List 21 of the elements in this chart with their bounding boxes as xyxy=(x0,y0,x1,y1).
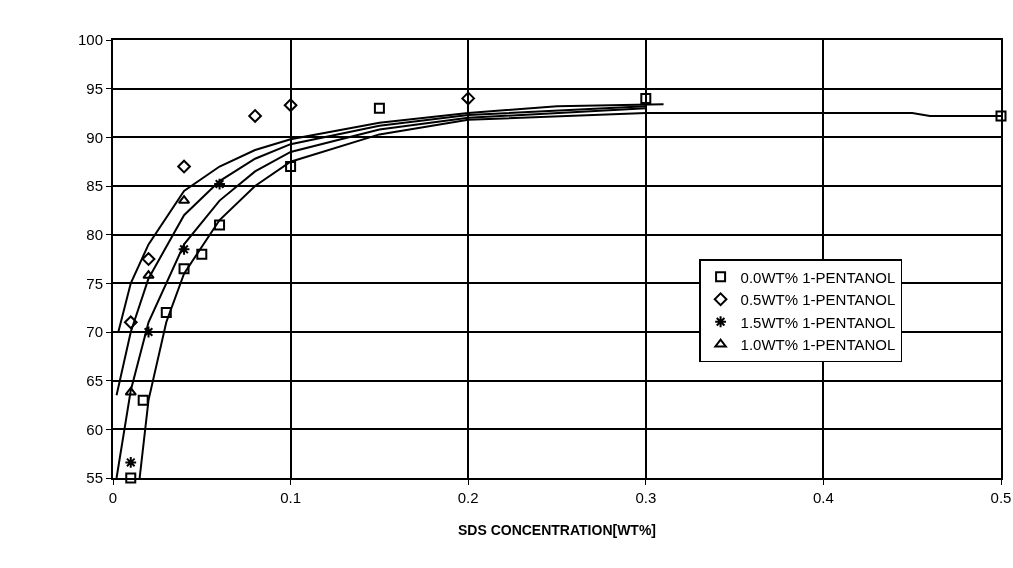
y-tick-label: 65 xyxy=(86,371,103,389)
x-tick-label: 0.1 xyxy=(280,489,302,506)
x-axis-title: SDS CONCENTRATION[WT%] xyxy=(457,521,657,538)
legend-label: 0.5WT% 1-PENTANOL xyxy=(740,291,896,309)
y-tick-label: 60 xyxy=(86,420,103,438)
y-tick-label: 95 xyxy=(86,79,103,97)
legend-label: 0.0WT% 1-PENTANOL xyxy=(740,268,896,286)
x-tick-label: 0.3 xyxy=(635,489,657,506)
y-tick-label: 70 xyxy=(86,323,103,341)
legend-label: 1.0WT% 1-PENTANOL xyxy=(740,336,896,354)
x-tick-label: 0.4 xyxy=(812,489,834,506)
y-tick-label: 85 xyxy=(86,177,103,195)
x-tick-label: 0.2 xyxy=(457,489,479,506)
y-tick-label: 75 xyxy=(86,274,103,292)
x-tick-label: 0.5 xyxy=(990,489,1012,506)
y-tick-label: 90 xyxy=(86,128,103,146)
y-tick-label: 55 xyxy=(86,469,103,487)
y-tick-label: 100 xyxy=(77,31,103,49)
x-tick-label: 0 xyxy=(108,489,118,506)
legend-label: 1.5WT% 1-PENTANOL xyxy=(740,313,896,331)
y-tick-label: 80 xyxy=(86,225,103,243)
